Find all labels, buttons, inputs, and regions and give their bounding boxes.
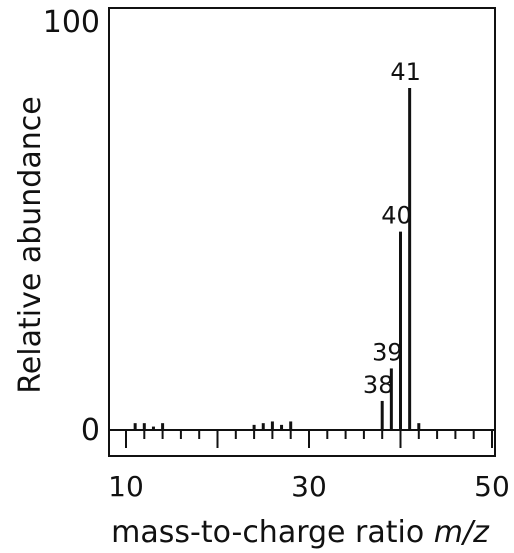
y-axis-title: Relative abundance	[13, 96, 48, 393]
x-tick-label: 50	[474, 470, 510, 503]
plot-area-frame	[108, 7, 496, 457]
y-tick-label: 100	[43, 5, 100, 40]
tick-labels: 38 39 40 41 10 30 50 0 100	[43, 5, 510, 503]
x-axis-title-main: mass-to-charge ratio	[111, 515, 424, 550]
peak-label-40: 40	[381, 202, 412, 230]
peak-label-41: 41	[390, 58, 421, 86]
x-axis-ticks	[109, 429, 495, 448]
x-axis-title: mass-to-charge ratio m/z	[111, 515, 490, 550]
x-axis-title-unit: m/z	[434, 515, 490, 550]
y-tick-label: 0	[81, 413, 100, 448]
peak-label-39: 39	[372, 338, 403, 366]
peak-bars	[133, 88, 421, 430]
x-tick-label: 10	[108, 470, 144, 503]
x-tick-label: 30	[291, 470, 327, 503]
peak-label-38: 38	[363, 371, 394, 399]
